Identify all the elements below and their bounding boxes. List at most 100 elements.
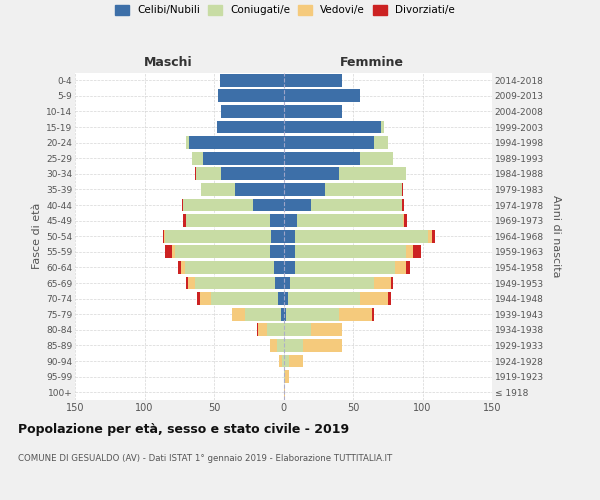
Bar [277, 339, 284, 352]
Legend: Celibi/Nubili, Coniugati/e, Vedovi/e, Divorziati/e: Celibi/Nubili, Coniugati/e, Vedovi/e, Di… [115, 5, 455, 15]
Bar [403, 214, 404, 227]
Bar [284, 168, 339, 180]
Bar [404, 214, 407, 227]
Bar [181, 261, 185, 274]
Bar [298, 214, 403, 227]
Bar [286, 308, 339, 320]
Bar [164, 230, 166, 242]
Bar [184, 198, 253, 211]
Bar [373, 308, 374, 320]
Text: Popolazione per età, sesso e stato civile - 2019: Popolazione per età, sesso e stato civil… [18, 422, 349, 436]
Bar [339, 308, 373, 320]
Bar [280, 354, 282, 368]
Bar [290, 276, 374, 289]
Bar [196, 168, 221, 180]
Bar [413, 246, 421, 258]
Bar [284, 152, 360, 164]
Bar [432, 230, 435, 242]
Bar [284, 198, 311, 211]
Bar [381, 120, 383, 134]
Bar [284, 136, 374, 149]
Bar [360, 152, 394, 164]
Bar [311, 324, 342, 336]
Bar [194, 276, 275, 289]
Bar [182, 198, 184, 211]
Text: Femmine: Femmine [340, 56, 404, 69]
Bar [202, 183, 235, 196]
Bar [245, 308, 281, 320]
Y-axis label: Anni di nascita: Anni di nascita [551, 195, 560, 278]
Bar [175, 246, 269, 258]
Bar [287, 292, 360, 305]
Bar [401, 198, 404, 211]
Bar [281, 308, 284, 320]
Bar [282, 354, 284, 368]
Bar [284, 386, 285, 398]
Bar [284, 214, 298, 227]
Bar [259, 324, 267, 336]
Bar [284, 292, 287, 305]
Text: Maschi: Maschi [143, 56, 193, 69]
Y-axis label: Fasce di età: Fasce di età [32, 203, 42, 270]
Bar [186, 136, 189, 149]
Bar [186, 214, 269, 227]
Bar [295, 230, 428, 242]
Bar [218, 90, 284, 102]
Bar [166, 230, 271, 242]
Bar [374, 276, 391, 289]
Bar [428, 230, 432, 242]
Bar [284, 120, 381, 134]
Bar [303, 339, 342, 352]
Bar [311, 198, 401, 211]
Bar [295, 261, 395, 274]
Bar [269, 246, 284, 258]
Bar [203, 152, 284, 164]
Bar [278, 292, 284, 305]
Bar [284, 90, 360, 102]
Bar [232, 308, 245, 320]
Bar [391, 276, 394, 289]
Bar [284, 183, 325, 196]
Bar [200, 292, 211, 305]
Bar [395, 261, 406, 274]
Bar [284, 246, 295, 258]
Bar [192, 152, 203, 164]
Bar [388, 292, 391, 305]
Bar [406, 261, 410, 274]
Bar [360, 292, 388, 305]
Bar [284, 105, 342, 118]
Bar [295, 246, 406, 258]
Bar [325, 183, 401, 196]
Bar [221, 168, 284, 180]
Bar [163, 230, 164, 242]
Bar [220, 74, 284, 86]
Bar [172, 246, 175, 258]
Bar [185, 261, 274, 274]
Bar [194, 168, 196, 180]
Bar [274, 261, 284, 274]
Bar [406, 246, 413, 258]
Bar [284, 276, 290, 289]
Bar [221, 105, 284, 118]
Bar [285, 370, 289, 383]
Bar [284, 308, 286, 320]
Bar [289, 354, 303, 368]
Bar [284, 339, 303, 352]
Bar [217, 120, 284, 134]
Bar [166, 246, 172, 258]
Bar [339, 168, 406, 180]
Bar [211, 292, 278, 305]
Bar [267, 324, 284, 336]
Bar [197, 292, 200, 305]
Bar [284, 370, 285, 383]
Bar [284, 261, 295, 274]
Bar [284, 354, 289, 368]
Bar [271, 230, 284, 242]
Bar [188, 276, 194, 289]
Bar [178, 261, 181, 274]
Bar [189, 136, 284, 149]
Bar [269, 339, 277, 352]
Bar [184, 214, 186, 227]
Bar [284, 74, 342, 86]
Bar [186, 276, 188, 289]
